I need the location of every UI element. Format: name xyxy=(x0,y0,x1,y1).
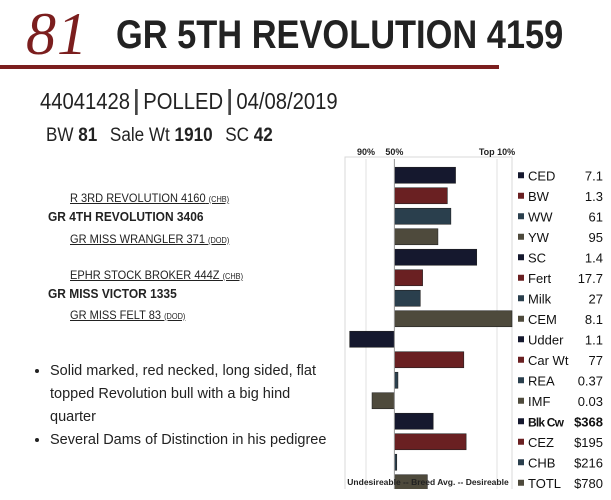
sale-wt-value: 1910 xyxy=(174,125,213,146)
value-label: 61 xyxy=(589,209,603,224)
top-scale-label: 50% xyxy=(385,147,403,157)
bar-blk-cw xyxy=(394,412,434,430)
birth-date: 04/08/2019 xyxy=(236,88,338,114)
legend-marker xyxy=(518,315,524,322)
registration-line: 44041428 POLLED 04/08/2019 xyxy=(40,88,338,115)
bar-cem xyxy=(394,310,513,328)
pedigree-sire-sire: R 3RD REVOLUTION 4160 (CHB) xyxy=(70,191,230,205)
pedigree-dam-sire: EPHR STOCK BROKER 444Z (CHB) xyxy=(70,268,244,282)
category-label: Fert xyxy=(528,271,552,286)
legend-marker xyxy=(518,418,524,425)
category-label: CEM xyxy=(528,312,557,327)
sc-value: 42 xyxy=(253,125,273,146)
bar-car-wt xyxy=(394,351,465,369)
pedigree-sire: GR 4TH REVOLUTION 3406 xyxy=(48,209,204,224)
chart-frame xyxy=(344,156,513,489)
category-label: Milk xyxy=(528,291,552,306)
bar-rea xyxy=(394,371,399,389)
lot-number: 81 xyxy=(26,1,88,67)
category-label: BW xyxy=(528,189,550,204)
pedigree-dam-dam: GR MISS FELT 83 (DOD) xyxy=(70,308,186,322)
bar-yw xyxy=(394,228,439,246)
bottom-scale-label: Undesireable -- Breed Avg. -- Desireable xyxy=(347,477,509,487)
bar-sc xyxy=(394,248,478,266)
value-label: $368 xyxy=(574,414,603,429)
category-label: Car Wt xyxy=(528,353,569,368)
polled-status: POLLED xyxy=(143,88,224,114)
legend-marker xyxy=(518,172,524,179)
value-label: 27 xyxy=(589,291,603,306)
description-bullets: Solid marked, red necked, long sided, fl… xyxy=(30,360,340,452)
category-label: WW xyxy=(528,209,553,224)
pedigree-dam: GR MISS VICTOR 1335 xyxy=(48,286,177,301)
value-label: $195 xyxy=(574,435,603,450)
legend-marker xyxy=(518,295,524,302)
value-label: 0.37 xyxy=(578,373,603,388)
pedigree-sire-dam: GR MISS WRANGLER 371 (DOD) xyxy=(70,232,230,246)
top-scale-label: Top 10% xyxy=(479,147,515,157)
category-label: Udder xyxy=(528,332,564,347)
category-label: REA xyxy=(528,373,555,388)
bar-ced xyxy=(394,166,456,184)
value-label: 1.1 xyxy=(585,332,603,347)
category-label: YW xyxy=(528,230,550,245)
legend-marker xyxy=(518,377,524,384)
bar-milk xyxy=(394,289,421,307)
category-label: Blk Cw xyxy=(528,415,565,429)
title-underline xyxy=(0,65,499,69)
bar-bw xyxy=(394,187,448,205)
bar-imf xyxy=(371,392,395,410)
legend-marker xyxy=(518,274,524,281)
legend-marker xyxy=(518,397,524,404)
bullet-item: Solid marked, red necked, long sided, fl… xyxy=(50,360,340,429)
value-label: 1.3 xyxy=(585,189,603,204)
legend-marker xyxy=(518,254,524,261)
legend-marker xyxy=(518,459,524,466)
legend-marker xyxy=(518,356,524,363)
bull-name-title: GR 5TH REVOLUTION 4159 xyxy=(116,13,564,57)
sale-wt-label: Sale Wt xyxy=(109,125,170,146)
sc-label: SC xyxy=(225,125,249,146)
legend-marker xyxy=(518,438,524,445)
legend-marker xyxy=(518,479,524,486)
bar-fert xyxy=(394,269,423,287)
value-label: $780 xyxy=(574,476,603,489)
stats-line: BW 81 Sale Wt 1910 SC 42 xyxy=(46,124,273,148)
divider xyxy=(135,89,138,115)
value-label: 17.7 xyxy=(578,271,603,286)
registration-number: 44041428 xyxy=(40,88,131,114)
category-label: SC xyxy=(528,250,546,265)
value-label: 1.4 xyxy=(585,250,603,265)
category-label: CEZ xyxy=(528,435,554,450)
bw-value: 81 xyxy=(78,125,98,146)
bar-udder xyxy=(349,330,395,348)
category-label: CHB xyxy=(528,455,555,470)
divider xyxy=(228,89,232,115)
category-label: CED xyxy=(528,168,555,183)
bar-ww xyxy=(394,207,452,225)
legend-marker xyxy=(518,192,524,199)
category-label: TOTL xyxy=(528,476,561,489)
value-label: 77 xyxy=(589,353,603,368)
legend-marker xyxy=(518,233,524,240)
bw-label: BW xyxy=(46,125,74,146)
value-label: $216 xyxy=(574,455,603,470)
bullet-item: Several Dams of Distinction in his pedig… xyxy=(50,429,340,452)
top-scale-label: 90% xyxy=(357,147,375,157)
bar-cez xyxy=(394,433,467,451)
legend-marker xyxy=(518,213,524,220)
value-label: 7.1 xyxy=(585,168,603,183)
value-label: 8.1 xyxy=(585,312,603,327)
epd-percentile-chart: 90% 50% Top 10% CED 7.1 BW 1.3 WW 61 YW 95 SC 1.4 Fer… xyxy=(344,147,603,489)
category-label: IMF xyxy=(528,394,550,409)
value-label: 0.03 xyxy=(578,394,603,409)
value-label: 95 xyxy=(589,230,603,245)
legend-marker xyxy=(518,336,524,343)
